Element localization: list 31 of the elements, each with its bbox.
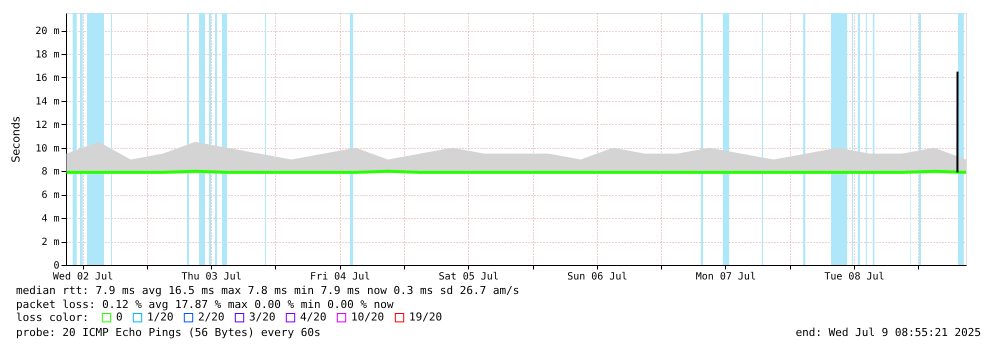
y-axis-title: Seconds bbox=[9, 116, 22, 163]
y-tick-label: 6 m bbox=[41, 190, 60, 202]
legend-label: 10/20 bbox=[351, 310, 384, 324]
legend-label: 4/20 bbox=[300, 310, 326, 324]
y-tick-label: 8 m bbox=[41, 166, 60, 178]
x-tick-label: Sat 05 Jul bbox=[438, 272, 499, 282]
legend-label: 0 bbox=[116, 310, 123, 324]
x-tick-label: Tue 08 Jul bbox=[824, 272, 885, 282]
x-tick-label: Wed 02 Jul bbox=[52, 272, 114, 282]
y-tick-label: 4 m bbox=[41, 214, 60, 225]
x-tick-label: Thu 03 Jul bbox=[181, 272, 242, 282]
legend-label: 1/20 bbox=[147, 310, 174, 324]
y-tick-label: 10 m bbox=[35, 143, 60, 154]
y-tick-label: 14 m bbox=[35, 96, 60, 108]
y-tick-label: 12 m bbox=[35, 120, 60, 131]
y-tick-label: 16 m bbox=[35, 72, 60, 84]
y-tick-label: 18 m bbox=[35, 50, 60, 61]
text: end: Wed Jul 9 08:55:21 2025 bbox=[796, 326, 981, 339]
x-tick-label: Sun 06 Jul bbox=[567, 272, 628, 282]
text: packet loss: 0.12 % avg 17.87 % max 0.00 % min 0.00 % now bbox=[16, 298, 394, 311]
x-tick-label: Fri 04 Jul bbox=[310, 272, 370, 282]
x-tick-label: Mon 07 Jul bbox=[696, 272, 756, 282]
legend-label: 3/20 bbox=[249, 310, 276, 324]
y-tick-label: 2 m bbox=[41, 237, 60, 248]
legend-label: 2/20 bbox=[198, 310, 224, 324]
text: probe: 20 ICMP Echo Pings (56 Bytes) every 60s bbox=[16, 326, 321, 339]
legend-title: loss color: bbox=[16, 311, 89, 324]
legend-label: 19/20 bbox=[409, 310, 442, 324]
y-tick-label: 0 bbox=[53, 260, 60, 272]
text: median rtt: 7.9 ms avg 16.5 ms max 7.8 ms min 7.9 ms now 0.3 ms sd 26.7 am/s bbox=[16, 284, 520, 297]
y-tick-label: 20 m bbox=[35, 26, 60, 38]
